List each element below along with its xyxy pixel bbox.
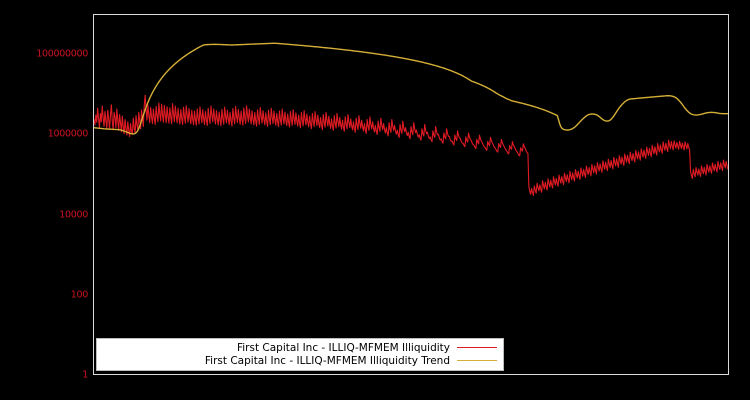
series-illiquidity-trend (94, 43, 728, 134)
series-illiquidity (94, 95, 728, 195)
legend-label-illiquidity-trend: First Capital Inc - ILLIQ-MFMEM Illiquid… (204, 354, 450, 367)
y-axis-tick-label: 10000 (59, 209, 88, 221)
plot-area (93, 14, 729, 375)
legend-swatch-illiquidity-trend (457, 360, 497, 361)
y-axis-tick-label: 100 (70, 289, 89, 301)
plot-canvas (94, 15, 728, 374)
legend-entry[interactable]: First Capital Inc - ILLIQ-MFMEM Illiquid… (103, 341, 497, 354)
legend-swatch-illiquidity (457, 347, 497, 348)
y-axis-tick-labels: 1 100 10000 1000000 100000000 (0, 0, 88, 400)
legend-entry[interactable]: First Capital Inc - ILLIQ-MFMEM Illiquid… (103, 354, 497, 367)
y-axis-tick-label: 1000000 (47, 128, 89, 140)
chart-legend[interactable]: First Capital Inc - ILLIQ-MFMEM Illiquid… (96, 338, 504, 371)
y-axis-tick-label: 100000000 (36, 48, 88, 60)
y-axis-tick-label: 1 (82, 369, 88, 381)
legend-label-illiquidity: First Capital Inc - ILLIQ-MFMEM Illiquid… (236, 341, 450, 354)
